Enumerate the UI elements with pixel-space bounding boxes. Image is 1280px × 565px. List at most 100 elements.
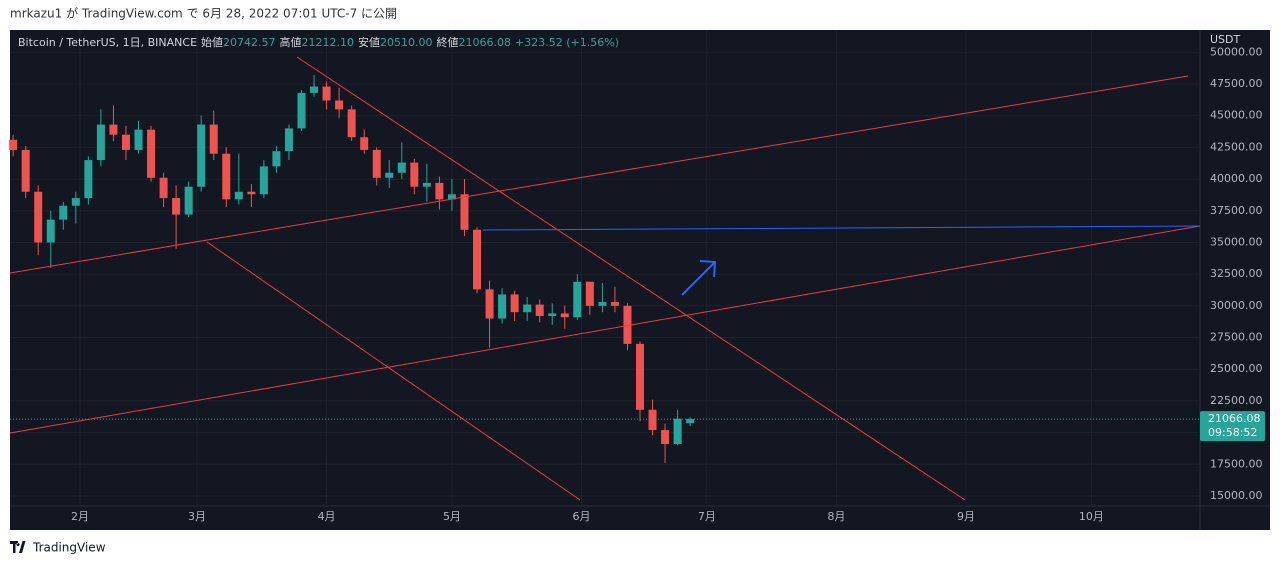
candle-body xyxy=(284,128,293,152)
candle-body xyxy=(71,198,80,206)
legend-value: 21066.08 xyxy=(458,36,512,49)
x-tick-label: 10月 xyxy=(1079,510,1104,523)
candle-body xyxy=(560,313,569,318)
arrow xyxy=(681,260,717,296)
horizontal-ray xyxy=(482,225,1201,231)
candle-body xyxy=(548,313,557,316)
candle-body xyxy=(447,194,456,200)
last-price-label: 21066.08 xyxy=(1208,412,1261,425)
candle-body xyxy=(310,86,319,93)
candle-body xyxy=(498,294,507,319)
legend-label: 始値 xyxy=(201,36,224,49)
footer-brand: TradingView xyxy=(32,541,106,555)
candle-body xyxy=(197,124,206,187)
legend-label: 終値 xyxy=(436,36,459,49)
published-line: mrkazu1 が TradingView.com で 6月 28, 2022 … xyxy=(10,6,397,21)
candle-body xyxy=(598,302,607,306)
candle-body xyxy=(648,409,657,431)
x-tick-label: 9月 xyxy=(957,510,975,523)
candle-body xyxy=(9,139,18,150)
candle-body xyxy=(347,109,356,138)
candle-body xyxy=(121,134,130,150)
x-tick-label: 2月 xyxy=(71,510,89,523)
countdown-label: 09:58:52 xyxy=(1208,426,1257,439)
candle-body xyxy=(573,281,582,318)
x-tick-label: 5月 xyxy=(443,510,461,523)
candle-body xyxy=(96,124,105,161)
candle-body xyxy=(46,219,55,243)
candles xyxy=(9,75,1200,464)
candle-body xyxy=(435,182,444,200)
candle-body xyxy=(673,418,682,445)
trend-line xyxy=(206,241,581,501)
y-tick-label: 30000.00 xyxy=(1210,299,1263,312)
candle-body xyxy=(636,343,644,410)
candle-body xyxy=(34,191,43,243)
candle-body xyxy=(159,177,168,199)
candle-body xyxy=(610,302,619,306)
y-tick-label: 40000.00 xyxy=(1210,172,1263,185)
candle-body xyxy=(686,419,695,424)
candle-body xyxy=(410,162,419,187)
y-tick-label: 15000.00 xyxy=(1210,489,1263,502)
y-tick-label: 17500.00 xyxy=(1210,457,1263,470)
candle-body xyxy=(322,86,331,101)
candle-body xyxy=(259,166,268,195)
y-tick-label: 32500.00 xyxy=(1210,267,1263,280)
candle-body xyxy=(247,191,256,195)
y-tick-label: 45000.00 xyxy=(1210,109,1263,122)
drawings xyxy=(9,56,1201,501)
trend-line xyxy=(9,225,1201,434)
legend-change: +323.52 (+1.56%) xyxy=(515,36,619,49)
legend-value: 20742.57 xyxy=(223,36,276,49)
candle-body xyxy=(523,304,532,313)
chart-pane xyxy=(10,30,1270,530)
candle-body xyxy=(360,137,369,150)
candle-body xyxy=(297,92,306,129)
candle-body xyxy=(460,194,469,230)
trend-line xyxy=(9,75,1189,274)
candle-body xyxy=(222,153,231,200)
x-tick-label: 7月 xyxy=(698,510,716,523)
logo xyxy=(10,541,26,553)
candle-body xyxy=(535,304,544,316)
currency-label: USDT xyxy=(1210,33,1241,46)
y-tick-label: 22500.00 xyxy=(1210,394,1263,407)
x-tick-label: 8月 xyxy=(827,510,845,523)
candle-body xyxy=(134,129,143,150)
y-tick-label: 35000.00 xyxy=(1210,235,1263,248)
candle-body xyxy=(147,129,156,178)
legend-label: 安値 xyxy=(358,36,381,49)
candle-body xyxy=(59,205,68,220)
x-tick-label: 4月 xyxy=(318,510,336,523)
candle-body xyxy=(372,149,381,178)
symbol-title: Bitcoin / TetherUS, 1日, BINANCE xyxy=(18,36,198,49)
y-tick-label: 47500.00 xyxy=(1210,77,1263,90)
candle-body xyxy=(661,430,670,445)
x-tick-label: 6月 xyxy=(572,510,590,523)
last-price-box xyxy=(1200,411,1265,442)
trend-line xyxy=(296,56,966,501)
x-tick-label: 3月 xyxy=(188,510,206,523)
candle-body xyxy=(184,186,193,215)
y-tick-label: 25000.00 xyxy=(1210,362,1263,375)
axes: 15000.0017500.0020000.0022500.0025000.00… xyxy=(71,45,1265,523)
legend: Bitcoin / TetherUS, 1日, BINANCE 始値20742.5… xyxy=(18,34,625,50)
legend-label: 高値 xyxy=(279,36,302,49)
candle-body xyxy=(21,149,30,192)
y-tick-label: 50000.00 xyxy=(1210,45,1263,58)
candle-body xyxy=(234,191,243,200)
y-tick-label: 42500.00 xyxy=(1210,140,1263,153)
candle-body xyxy=(473,229,482,290)
candle-body xyxy=(109,124,118,135)
y-tick-label: 37500.00 xyxy=(1210,204,1263,217)
candle-body xyxy=(335,100,344,110)
candle-body xyxy=(209,124,218,154)
candle-body xyxy=(623,305,632,344)
candle-body xyxy=(585,281,594,306)
candle-body xyxy=(397,162,406,173)
candle-body xyxy=(385,172,394,178)
candle-body xyxy=(422,182,431,187)
